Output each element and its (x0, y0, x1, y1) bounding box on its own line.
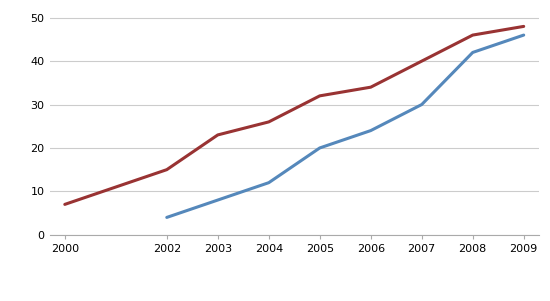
Internet (214, 133, 221, 137)
Banda Larga (367, 129, 374, 132)
Banda Larga (266, 181, 272, 185)
Banda Larga (316, 146, 323, 150)
Banda Larga (520, 33, 527, 37)
Internet (469, 33, 476, 37)
Line: Internet: Internet (65, 26, 524, 204)
Internet (367, 85, 374, 89)
Internet (62, 203, 68, 206)
Internet (316, 94, 323, 98)
Internet (266, 120, 272, 124)
Banda Larga (214, 198, 221, 202)
Banda Larga (419, 103, 425, 106)
Internet (113, 185, 119, 189)
Line: Banda Larga: Banda Larga (167, 35, 524, 217)
Banda Larga (469, 51, 476, 54)
Internet (163, 168, 170, 172)
Internet (419, 59, 425, 63)
Internet (520, 25, 527, 28)
Banda Larga (163, 216, 170, 219)
